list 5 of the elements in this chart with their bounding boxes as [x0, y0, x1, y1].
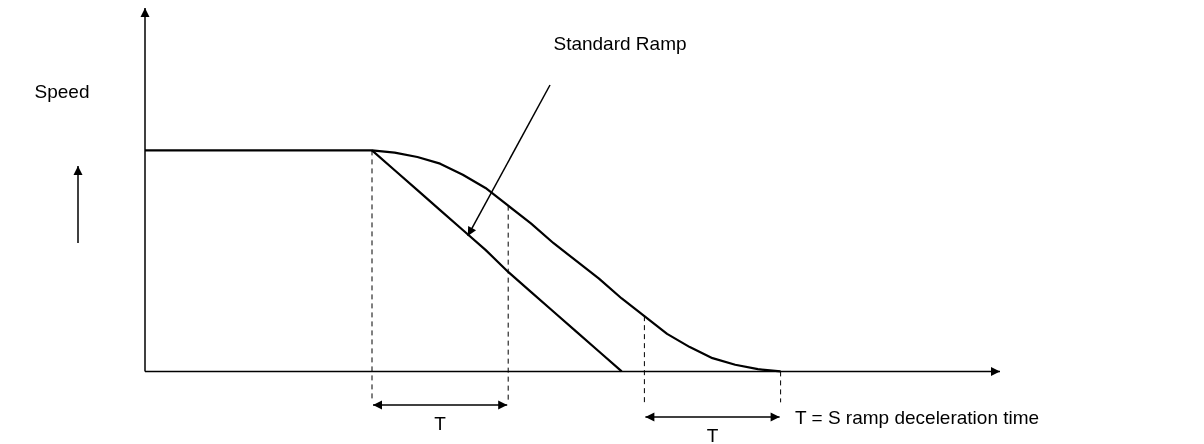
text: T	[434, 413, 447, 434]
text: T	[706, 425, 719, 444]
y-axis-title: Speed	[34, 81, 90, 102]
text: Standard Ramp	[553, 33, 687, 54]
text: T = S ramp deceleration time	[795, 407, 1040, 428]
